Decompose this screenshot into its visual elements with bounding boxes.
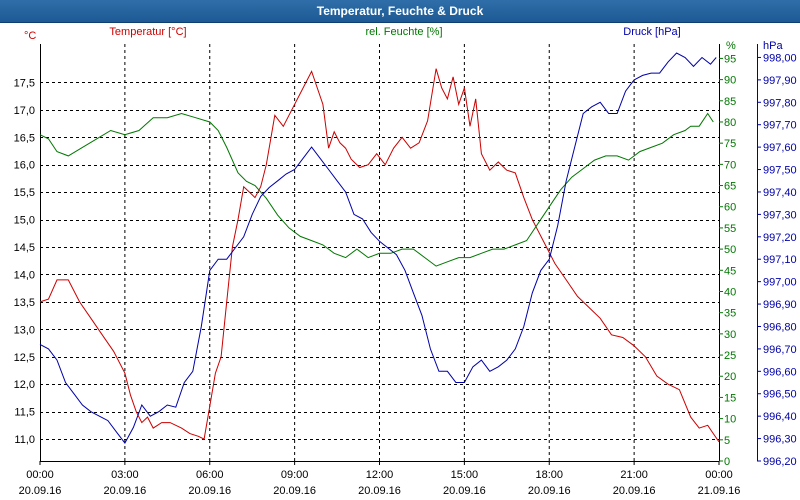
- temperature-tick-label: 15,0: [14, 215, 35, 227]
- pressure-tick-label: 997,50: [763, 165, 797, 177]
- pressure-tick-label: 997,80: [763, 97, 797, 109]
- humidity-tick-label: 50: [724, 244, 736, 256]
- time-tick-label: 03:00: [111, 469, 139, 481]
- date-tick-label: 21.09.16: [698, 485, 741, 497]
- time-tick-label: 00:00: [705, 469, 733, 481]
- humidity-tick-label: 20: [724, 371, 736, 383]
- pressure-tick-label: 996,50: [763, 389, 797, 401]
- temperature-tick-label: 14,5: [14, 242, 35, 254]
- time-tick-label: 00:00: [26, 469, 54, 481]
- humidity-tick-label: 30: [724, 329, 736, 341]
- temperature-tick-label: 16,0: [14, 160, 35, 172]
- humidity-tick-label: 85: [724, 96, 736, 108]
- pressure-tick-label: 997,10: [763, 254, 797, 266]
- grid: [40, 44, 720, 462]
- pressure-tick-label: 996,60: [763, 366, 797, 378]
- humidity-tick-label: 25: [724, 350, 736, 362]
- time-tick-label: 15:00: [451, 469, 479, 481]
- temperature-tick-label: 11,5: [14, 407, 35, 419]
- pressure-tick-label: 998,00: [763, 52, 797, 64]
- temperature-unit-label: °C: [24, 30, 36, 42]
- temperature-tick-label: 13,0: [14, 324, 35, 336]
- pressure-tick-label: 997,20: [763, 232, 797, 244]
- temperature-tick-label: 12,0: [14, 379, 35, 391]
- pressure-tick-label: 997,60: [763, 142, 797, 154]
- humidity-tick-label: 15: [724, 392, 736, 404]
- date-tick-label: 20.09.16: [613, 485, 656, 497]
- temperature-tick-label: 11,0: [14, 434, 35, 446]
- temperature-tick-label: 17,0: [14, 105, 35, 117]
- temperature-tick-label: 17,5: [14, 77, 35, 89]
- pressure-tick-label: 996,90: [763, 299, 797, 311]
- pressure-tick-label: 997,90: [763, 75, 797, 87]
- time-axis: 00:00 20.09.16 03:00 20.09.16 06:00 20.09.16 0…: [19, 461, 741, 497]
- pressure-tick-label: 996,30: [763, 434, 797, 446]
- time-tick-label: 06:00: [196, 469, 224, 481]
- humidity-tick-label: 80: [724, 117, 736, 129]
- pressure-unit-label: hPa: [763, 40, 783, 52]
- temperature-tick-label: 16,5: [14, 132, 35, 144]
- axis-headers: °C Temperatur [°C] rel. Feuchte [%] Druck […: [24, 26, 783, 52]
- humidity-axis: 0 5 10 15 20 25 30 35 40 45 50 55 60 65 70 75 80 85 90 95: [719, 53, 736, 468]
- time-tick-label: 21:00: [620, 469, 648, 481]
- temperature-axis: 11,0 11,5 12,0 12,5 13,0 13,5 14,0 14,5 15,0 15,5…: [14, 77, 35, 446]
- time-tick-label: 18:00: [535, 469, 563, 481]
- pressure-tick-label: 997,00: [763, 277, 797, 289]
- humidity-tick-label: 55: [724, 223, 736, 235]
- pressure-tick-label: 997,30: [763, 209, 797, 221]
- humidity-tick-label: 40: [724, 286, 736, 298]
- date-tick-label: 20.09.16: [528, 485, 571, 497]
- humidity-tick-label: 95: [724, 53, 736, 65]
- humidity-tick-label: 10: [724, 414, 736, 426]
- pressure-tick-label: 997,70: [763, 120, 797, 132]
- time-tick-label: 09:00: [281, 469, 309, 481]
- title-bar: Temperatur, Feuchte & Druck: [0, 0, 800, 23]
- series-layer: [39, 52, 720, 445]
- pressure-tick-label: 996,70: [763, 344, 797, 356]
- temperature-axis-label: Temperatur [°C]: [109, 26, 186, 38]
- time-tick-label: 12:00: [366, 469, 394, 481]
- humidity-tick-label: 45: [724, 265, 736, 277]
- pressure-tick-label: 996,20: [763, 456, 797, 468]
- humidity-tick-label: 90: [724, 75, 736, 87]
- pressure-tick-label: 996,80: [763, 321, 797, 333]
- pressure-axis-label: Druck [hPa]: [623, 26, 680, 38]
- humidity-tick-label: 65: [724, 181, 736, 193]
- temperature-tick-label: 13,5: [14, 297, 35, 309]
- series-line-humidity: [39, 112, 714, 267]
- window-title: Temperatur, Feuchte & Druck: [316, 4, 484, 18]
- date-tick-label: 20.09.16: [358, 485, 401, 497]
- pressure-tick-label: 997,40: [763, 187, 797, 199]
- humidity-tick-label: 70: [724, 159, 736, 171]
- series-line-pressure: [39, 52, 717, 445]
- date-tick-label: 20.09.16: [273, 485, 316, 497]
- humidity-tick-label: 5: [724, 435, 730, 447]
- humidity-tick-label: 60: [724, 202, 736, 214]
- temperature-tick-label: 15,5: [14, 187, 35, 199]
- pressure-axis: 996,20 996,30 996,40 996,50 996,60 996,70 996,…: [757, 44, 797, 468]
- temperature-tick-label: 14,0: [14, 269, 35, 281]
- date-tick-label: 20.09.16: [443, 485, 486, 497]
- humidity-unit-label: %: [726, 40, 736, 52]
- humidity-tick-label: 35: [724, 308, 736, 320]
- temperature-tick-label: 12,5: [14, 352, 35, 364]
- date-tick-label: 20.09.16: [103, 485, 146, 497]
- pressure-tick-label: 996,40: [763, 411, 797, 423]
- series-line-temperature: [39, 68, 720, 443]
- date-tick-label: 20.09.16: [19, 485, 62, 497]
- date-tick-label: 20.09.16: [188, 485, 231, 497]
- humidity-tick-label: 75: [724, 138, 736, 150]
- line-chart: 11,0 11,5 12,0 12,5 13,0 13,5 14,0 14,5 15,0 15,5…: [14, 26, 797, 497]
- humidity-axis-label: rel. Feuchte [%]: [365, 26, 442, 38]
- humidity-tick-label: 0: [724, 456, 730, 468]
